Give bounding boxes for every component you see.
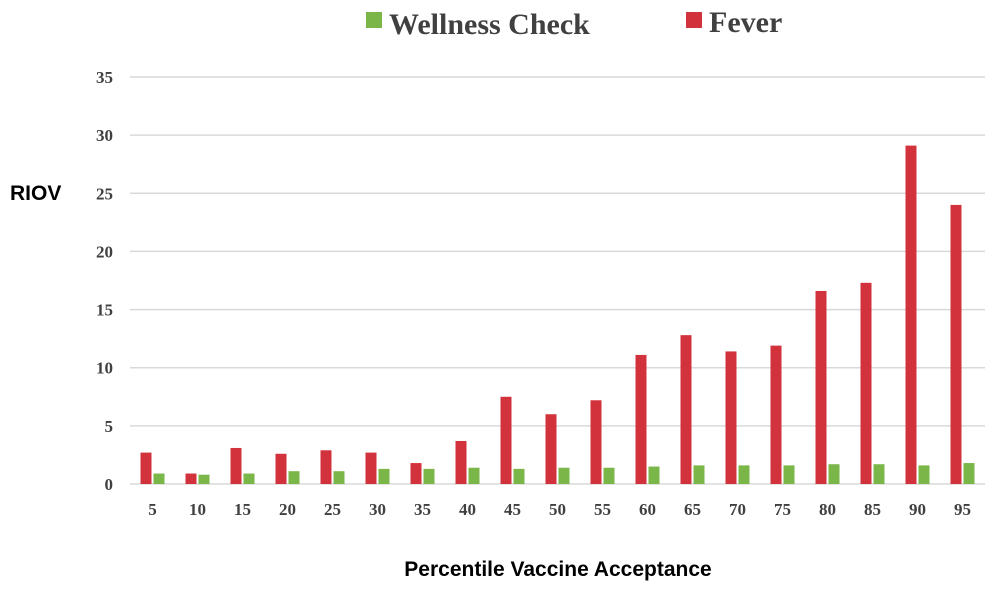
bar-fever bbox=[230, 447, 242, 484]
x-tick-label: 20 bbox=[279, 500, 296, 519]
bar-fever bbox=[635, 354, 647, 484]
bar-fever bbox=[410, 463, 422, 484]
gridlines bbox=[130, 76, 985, 485]
bar-wellness-check bbox=[468, 467, 480, 484]
bar-fever bbox=[320, 450, 332, 484]
x-tick-label: 60 bbox=[639, 500, 656, 519]
bar-wellness-check bbox=[333, 471, 345, 484]
x-tick-label: 75 bbox=[774, 500, 791, 519]
bar-fever bbox=[725, 351, 737, 484]
x-tick-label: 55 bbox=[594, 500, 611, 519]
x-tick-label: 5 bbox=[148, 500, 157, 519]
x-tick-label: 40 bbox=[459, 500, 476, 519]
x-tick-label: 85 bbox=[864, 500, 881, 519]
x-tick-label: 70 bbox=[729, 500, 746, 519]
x-tick-label: 30 bbox=[369, 500, 386, 519]
y-axis-title: RIOV bbox=[10, 182, 61, 205]
x-tick-label: 90 bbox=[909, 500, 926, 519]
x-tick-label: 95 bbox=[954, 500, 971, 519]
y-tick-label: 15 bbox=[96, 301, 113, 320]
bar-wellness-check bbox=[558, 467, 570, 484]
bar-fever bbox=[185, 473, 197, 484]
y-tick-label: 35 bbox=[96, 68, 113, 87]
x-tick-label: 15 bbox=[234, 500, 251, 519]
x-tick-label: 10 bbox=[189, 500, 206, 519]
x-tick-label: 35 bbox=[414, 500, 431, 519]
bar-wellness-check bbox=[783, 465, 795, 484]
bar-fever bbox=[275, 453, 287, 484]
bar-fever bbox=[770, 345, 782, 484]
bar-fever bbox=[140, 452, 152, 484]
x-axis-title: Percentile Vaccine Acceptance bbox=[404, 558, 711, 581]
bar-fever bbox=[500, 396, 512, 484]
bar-wellness-check bbox=[693, 465, 705, 484]
bar-fever bbox=[860, 282, 872, 484]
bar-fever bbox=[905, 145, 917, 484]
bar-wellness-check bbox=[873, 464, 885, 484]
legend-swatch-wellness-check bbox=[366, 12, 382, 28]
y-tick-label: 25 bbox=[96, 184, 113, 203]
y-axis-ticks: 0 5 10 15 20 25 30 35 bbox=[96, 68, 113, 494]
y-tick-label: 10 bbox=[96, 359, 113, 378]
bar-wellness-check bbox=[513, 468, 525, 484]
legend: Wellness Check Fever bbox=[366, 6, 782, 41]
x-axis-ticks: 5 10 15 20 25 30 35 40 45 50 55 60 65 70 75 80 85 90 95 bbox=[148, 500, 971, 519]
bars bbox=[140, 145, 975, 484]
x-tick-label: 50 bbox=[549, 500, 566, 519]
y-tick-label: 20 bbox=[96, 242, 113, 261]
x-tick-label: 25 bbox=[324, 500, 341, 519]
bar-wellness-check bbox=[918, 465, 930, 484]
y-tick-label: 5 bbox=[105, 417, 114, 436]
bar-wellness-check bbox=[198, 474, 210, 484]
bar-fever bbox=[455, 440, 467, 484]
bar-wellness-check bbox=[648, 466, 660, 484]
y-tick-label: 0 bbox=[105, 475, 114, 494]
bar-fever bbox=[815, 290, 827, 484]
legend-label-fever: Fever bbox=[709, 6, 782, 39]
bar-wellness-check bbox=[603, 467, 615, 484]
bar-wellness-check bbox=[738, 465, 750, 484]
legend-label-wellness-check: Wellness Check bbox=[389, 8, 590, 41]
bar-fever bbox=[950, 204, 962, 484]
y-tick-label: 30 bbox=[96, 126, 113, 145]
bar-fever bbox=[365, 452, 377, 484]
bar-wellness-check bbox=[378, 468, 390, 484]
bar-wellness-check bbox=[963, 463, 975, 484]
x-tick-label: 45 bbox=[504, 500, 521, 519]
bar-fever bbox=[590, 400, 602, 484]
bar-fever bbox=[680, 335, 692, 484]
x-tick-label: 65 bbox=[684, 500, 701, 519]
bar-fever bbox=[545, 414, 557, 484]
bar-wellness-check bbox=[153, 473, 165, 484]
bar-wellness-check bbox=[828, 464, 840, 484]
legend-swatch-fever bbox=[686, 12, 702, 28]
bar-wellness-check bbox=[288, 471, 300, 484]
bar-wellness-check bbox=[243, 473, 255, 484]
bar-wellness-check bbox=[423, 468, 435, 484]
x-tick-label: 80 bbox=[819, 500, 836, 519]
